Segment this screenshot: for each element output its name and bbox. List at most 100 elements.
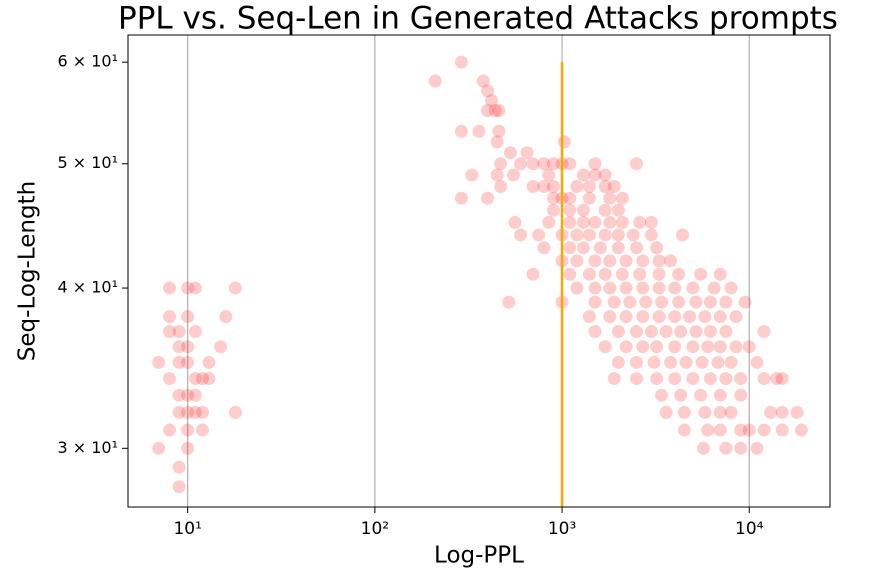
scatter-point xyxy=(659,405,673,419)
scatter-point xyxy=(181,340,195,354)
scatter-point xyxy=(775,372,789,386)
scatter-point xyxy=(598,179,612,193)
scatter-point xyxy=(494,179,508,193)
scatter-point xyxy=(689,295,703,309)
scatter-point xyxy=(652,310,666,324)
scatter-point xyxy=(228,405,242,419)
scatter-point xyxy=(623,295,637,309)
y-axis-label: Seq-Log-Length xyxy=(15,181,41,361)
y-tick-label: 6 × 10¹ xyxy=(57,52,118,71)
scatter-point xyxy=(219,310,233,324)
x-tick-label: 10² xyxy=(361,519,389,539)
scatter-point xyxy=(724,355,738,369)
scatter-point xyxy=(195,372,209,386)
scatter-point xyxy=(588,281,602,295)
scatter-point xyxy=(719,372,733,386)
scatter-point xyxy=(188,405,202,419)
scatter-point xyxy=(465,168,479,182)
scatter-point xyxy=(520,146,534,160)
scatter-point xyxy=(576,241,590,255)
scatter-point xyxy=(454,191,468,205)
scatter-point xyxy=(163,423,177,437)
scatter-point xyxy=(611,324,625,338)
scatter-point xyxy=(476,74,490,88)
scatter-point xyxy=(188,372,202,386)
y-tick-label: 4 × 10¹ xyxy=(57,278,118,297)
scatter-point xyxy=(181,405,195,419)
scatter-point xyxy=(619,310,633,324)
x-tick-label: 10¹ xyxy=(173,519,201,539)
scatter-point xyxy=(775,423,789,437)
scatter-point xyxy=(603,310,617,324)
x-tick-label: 10⁴ xyxy=(735,519,764,539)
scatter-point xyxy=(630,355,644,369)
scatter-point xyxy=(481,191,495,205)
scatter-point xyxy=(181,355,195,369)
scatter-point xyxy=(506,168,520,182)
scatter-point xyxy=(686,372,700,386)
scatter-point xyxy=(588,215,602,229)
scatter-point xyxy=(494,157,508,171)
scatter-point xyxy=(713,423,727,437)
scatter-point xyxy=(546,179,560,193)
scatter-point xyxy=(502,295,516,309)
scatter-point xyxy=(603,281,617,295)
scatter-point xyxy=(679,355,693,369)
scatter-point xyxy=(598,228,612,242)
y-tick-label: 3 × 10¹ xyxy=(57,438,118,457)
scatter-point xyxy=(664,254,678,268)
scatter-point xyxy=(172,340,186,354)
scatter-point xyxy=(697,441,711,455)
scatter-point xyxy=(647,355,661,369)
scatter-point xyxy=(686,340,700,354)
scatter-point xyxy=(490,135,504,149)
scatter-point xyxy=(734,372,748,386)
scatter-point xyxy=(676,228,690,242)
scatter-point xyxy=(636,340,650,354)
scatter-point xyxy=(757,372,771,386)
scatter-point xyxy=(630,372,644,386)
scatter-point xyxy=(652,267,666,281)
scatter-point xyxy=(790,405,804,419)
scatter-point xyxy=(582,310,596,324)
scatter-point xyxy=(228,281,242,295)
scatter-point xyxy=(503,146,517,160)
scatter-point xyxy=(163,324,177,338)
scatter-point xyxy=(650,241,664,255)
x-tick-label: 10³ xyxy=(548,519,576,539)
scatter-point xyxy=(607,372,621,386)
scatter-point xyxy=(742,423,756,437)
scatter-point xyxy=(639,295,653,309)
scatter-point xyxy=(644,324,658,338)
scatter-point xyxy=(724,405,738,419)
scatter-point xyxy=(668,372,682,386)
scatter-point xyxy=(488,104,502,118)
scatter-point xyxy=(202,372,216,386)
scatter-point xyxy=(188,388,202,402)
scatter-point xyxy=(698,310,712,324)
scatter-point xyxy=(775,405,789,419)
scatter-point xyxy=(695,355,709,369)
scatter-point xyxy=(563,157,577,171)
scatter-point xyxy=(611,355,625,369)
scatter-point xyxy=(181,441,195,455)
scatter-point xyxy=(181,388,195,402)
scatter-point xyxy=(582,228,596,242)
scatter-point xyxy=(514,228,528,242)
scatter-point xyxy=(582,191,596,205)
scatter-point xyxy=(636,310,650,324)
scatter-point xyxy=(546,191,560,205)
plot-frame xyxy=(127,34,831,508)
scatter-point xyxy=(195,405,209,419)
scatter-point xyxy=(428,74,442,88)
scatter-point xyxy=(729,340,743,354)
scatter-point xyxy=(713,340,727,354)
scatter-point xyxy=(750,355,764,369)
scatter-point xyxy=(472,124,486,138)
scatter-point xyxy=(713,405,727,419)
scatter-point xyxy=(603,254,617,268)
scatter-point xyxy=(630,324,644,338)
scatter-point xyxy=(181,281,195,295)
scatter-point xyxy=(694,388,708,402)
